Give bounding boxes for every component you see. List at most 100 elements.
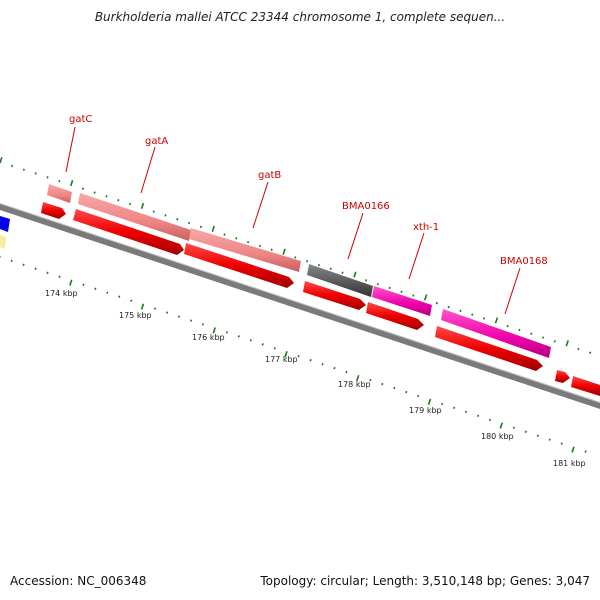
- minor-tick: [58, 275, 61, 279]
- kbp-label: 181 kbp: [553, 459, 586, 468]
- major-tick: [69, 279, 73, 286]
- minor-tick: [129, 202, 132, 206]
- minor-tick: [176, 218, 179, 221]
- minor-tick: [464, 410, 468, 414]
- gene-label: BMA0166: [342, 201, 390, 212]
- major-tick: [423, 294, 428, 301]
- minor-tick: [345, 370, 348, 374]
- major-tick: [353, 271, 357, 278]
- gene-bar-BMA0168: [441, 309, 551, 358]
- minor-tick: [435, 301, 438, 305]
- gene-label: gatC: [69, 114, 92, 125]
- minor-tick: [166, 311, 169, 314]
- map-title: Burkholderia mallei ATCC 23344 chromosom…: [94, 10, 506, 24]
- minor-tick: [22, 263, 25, 267]
- major-tick: [282, 248, 286, 255]
- cds-arrow: [555, 370, 570, 383]
- cds-arrow: [184, 243, 294, 288]
- minor-tick: [405, 390, 408, 394]
- major-tick: [356, 374, 360, 382]
- minor-tick: [118, 295, 121, 298]
- minor-tick: [400, 290, 403, 293]
- minor-tick: [309, 359, 312, 362]
- gene-label: gatA: [145, 136, 168, 147]
- minor-tick: [46, 271, 49, 275]
- gene-bar-xth-1: [372, 286, 432, 316]
- minor-tick: [249, 339, 252, 342]
- kbp-label: 176 kbp: [192, 333, 225, 342]
- cds-arrow: [435, 326, 543, 371]
- minor-tick: [376, 282, 379, 286]
- minor-tick: [11, 164, 14, 168]
- gene-bar-BMA0166: [307, 264, 373, 297]
- major-tick: [571, 446, 575, 453]
- minor-tick: [58, 179, 61, 183]
- major-tick: [427, 398, 432, 405]
- gene-label-leaders: [65, 126, 521, 315]
- minor-tick: [106, 291, 109, 294]
- kbp-label: 180 kbp: [481, 432, 514, 441]
- minor-tick: [152, 210, 155, 213]
- minor-tick: [548, 438, 551, 441]
- minor-tick: [117, 198, 120, 202]
- minor-tick: [154, 307, 157, 310]
- minor-tick: [10, 259, 13, 263]
- minor-tick: [341, 271, 344, 274]
- minor-tick: [589, 351, 592, 354]
- gene-bar-gatB: [189, 228, 301, 272]
- minor-tick: [225, 331, 228, 334]
- gene-label: gatB: [258, 170, 281, 181]
- scale-labels: 174 kbp 175 kbp 176 kbp 177 kbp 178 kbp …: [45, 289, 586, 468]
- minor-tick: [94, 287, 97, 290]
- minor-tick: [584, 450, 587, 453]
- major-tick: [211, 225, 215, 232]
- minor-tick: [530, 332, 533, 335]
- cds-arrow: [571, 376, 600, 396]
- minor-tick: [270, 248, 273, 251]
- minor-tick: [417, 394, 420, 398]
- minor-tick: [369, 378, 372, 382]
- minor-tick: [524, 430, 527, 433]
- minor-tick: [130, 299, 133, 302]
- kbp-label: 174 kbp: [45, 289, 78, 298]
- minor-tick: [46, 176, 49, 179]
- minor-tick: [189, 319, 193, 322]
- minor-tick: [258, 244, 261, 248]
- minor-tick: [329, 267, 332, 271]
- minor-tick: [553, 340, 556, 343]
- minor-tick: [164, 214, 167, 217]
- cds-arrow: [41, 202, 66, 219]
- minor-tick: [453, 406, 456, 410]
- gene-label: BMA0168: [500, 256, 548, 267]
- minor-tick: [506, 324, 509, 328]
- minor-tick: [447, 305, 450, 309]
- minor-tick: [261, 343, 264, 346]
- major-tick: [140, 303, 145, 310]
- minor-tick: [247, 240, 250, 244]
- minor-tick: [105, 195, 108, 198]
- major-tick: [0, 157, 3, 164]
- minor-tick: [393, 386, 396, 390]
- minor-tick: [560, 442, 563, 445]
- minor-tick: [34, 172, 37, 175]
- gene-track: [47, 184, 551, 358]
- gene-bar-gatC: [47, 184, 72, 203]
- upper-tick-track: [0, 157, 592, 354]
- minor-tick: [235, 237, 238, 240]
- gene-label: xth-1: [413, 222, 439, 233]
- kbp-label: 175 kbp: [119, 311, 152, 320]
- minor-tick: [381, 382, 384, 386]
- minor-tick: [306, 260, 309, 263]
- topology-stats: Topology: circular; Length: 3,510,148 bp…: [260, 574, 590, 588]
- minor-tick: [476, 414, 480, 418]
- partial-feature-yellow: [0, 235, 6, 249]
- minor-tick: [177, 315, 181, 318]
- minor-tick: [321, 363, 324, 366]
- minor-tick: [488, 418, 492, 422]
- major-tick: [494, 317, 499, 324]
- minor-tick: [317, 263, 320, 267]
- major-tick: [70, 179, 74, 187]
- cds-track: [41, 202, 600, 396]
- cds-arrow: [366, 302, 424, 330]
